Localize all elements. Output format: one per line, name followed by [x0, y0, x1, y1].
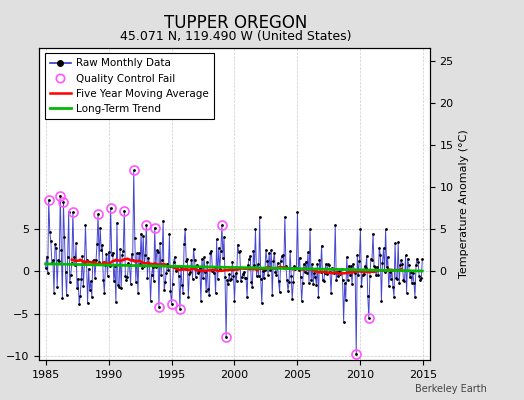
- Text: TUPPER OREGON: TUPPER OREGON: [164, 14, 308, 32]
- Legend: Raw Monthly Data, Quality Control Fail, Five Year Moving Average, Long-Term Tren: Raw Monthly Data, Quality Control Fail, …: [45, 53, 214, 119]
- Y-axis label: Temperature Anomaly (°C): Temperature Anomaly (°C): [459, 130, 469, 278]
- Text: Berkeley Earth: Berkeley Earth: [416, 384, 487, 394]
- Text: 45.071 N, 119.490 W (United States): 45.071 N, 119.490 W (United States): [120, 30, 352, 43]
